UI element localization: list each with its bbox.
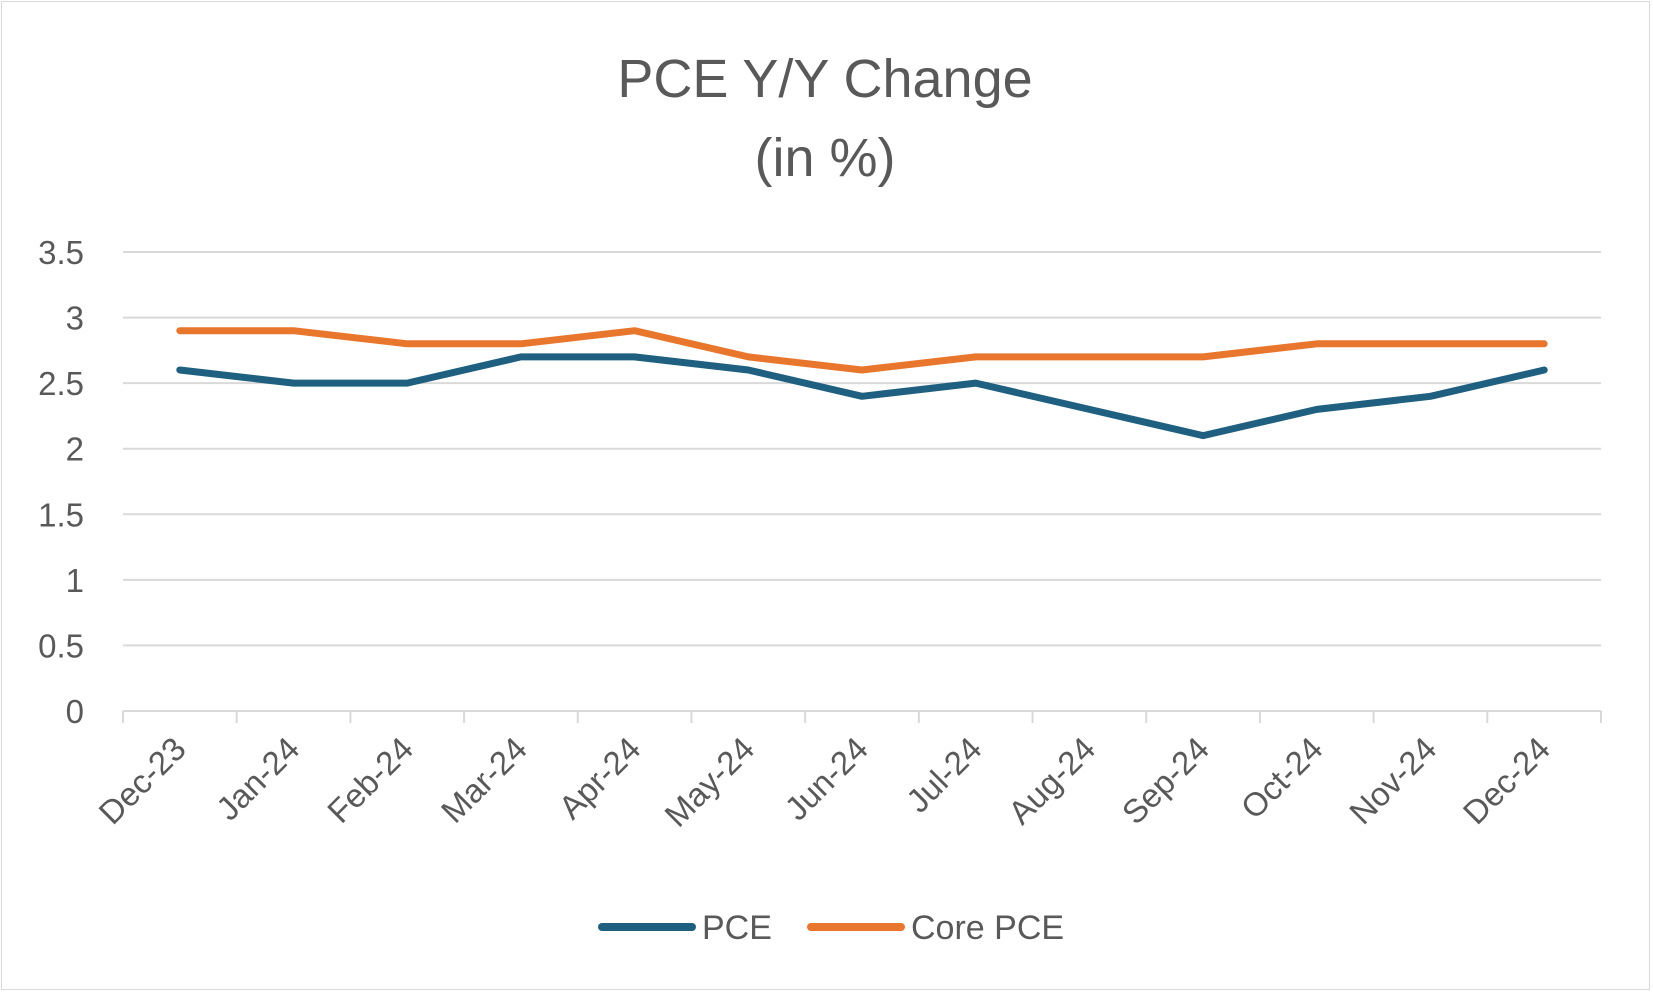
x-tick-label: Sep-24 [1115,730,1216,831]
x-tick-label: Jun-24 [777,730,875,828]
y-tick-label: 1 [66,562,84,599]
x-axis [122,710,1602,723]
series-lines [176,327,1548,440]
x-tick-label: Dec-24 [1456,730,1557,831]
legend-label: Core PCE [911,909,1064,947]
x-tick-label: Dec-23 [91,730,192,831]
y-tick-label: 0 [66,693,84,730]
y-tick-label: 1.5 [38,496,84,533]
chart-title: PCE Y/Y Change [617,49,1032,109]
series-line-core-pce [176,327,1548,374]
x-tick-label: May-24 [657,730,761,834]
legend-label: PCE [702,909,772,947]
gridlines [123,251,1601,647]
x-tick-label: Mar-24 [434,730,534,830]
y-tick-label: 2 [66,431,84,468]
y-axis-labels: 0 0.5 1 1.5 2 2.5 3 3.5 [38,234,84,730]
y-tick-label: 2.5 [38,365,84,402]
x-tick-label: Aug-24 [1001,730,1102,831]
x-tick-label: Oct-24 [1234,730,1330,826]
x-tick-label: Apr-24 [551,730,647,826]
chart-subtitle: (in %) [754,128,895,188]
x-tick-label: Jul-24 [899,730,989,820]
x-axis-labels: Dec-23 Jan-24 Feb-24 Mar-24 Apr-24 May-24 Jun-… [91,730,1557,834]
x-tick-label: Jan-24 [209,730,307,828]
x-tick-label: Nov-24 [1342,730,1443,831]
y-tick-label: 3 [66,300,84,337]
y-tick-label: 3.5 [38,234,84,271]
y-tick-label: 0.5 [38,627,84,664]
legend: PCE Core PCE [598,909,1064,947]
x-tick-label: Feb-24 [320,730,420,830]
